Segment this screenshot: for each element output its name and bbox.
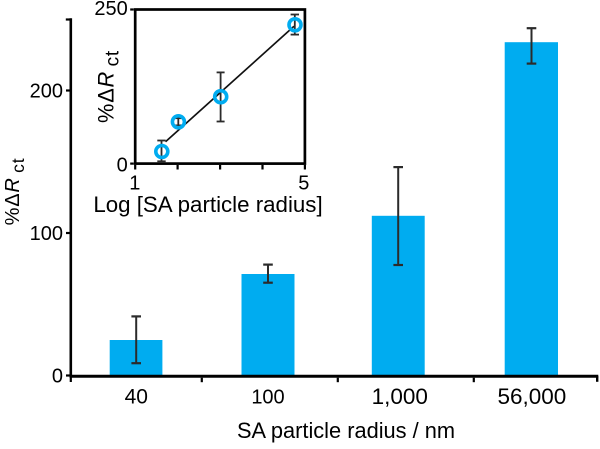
svg-text:250: 250 [94, 0, 127, 20]
svg-text:200: 200 [30, 80, 63, 102]
svg-text:%ΔRct: %ΔRct [2, 158, 28, 226]
svg-text:1,000: 1,000 [372, 384, 428, 409]
svg-text:%ΔRct: %ΔRct [94, 50, 124, 123]
svg-text:1: 1 [129, 173, 140, 195]
svg-text:SA particle radius / nm: SA particle radius / nm [237, 418, 455, 443]
svg-text:0: 0 [117, 155, 128, 177]
svg-text:Log [SA particle radius]: Log [SA particle radius] [93, 192, 322, 217]
svg-text:0: 0 [52, 365, 63, 387]
svg-text:100: 100 [251, 387, 284, 409]
svg-text:40: 40 [125, 386, 148, 409]
svg-text:56,000: 56,000 [497, 384, 566, 409]
svg-text:5: 5 [298, 173, 309, 195]
svg-text:100: 100 [30, 223, 63, 245]
